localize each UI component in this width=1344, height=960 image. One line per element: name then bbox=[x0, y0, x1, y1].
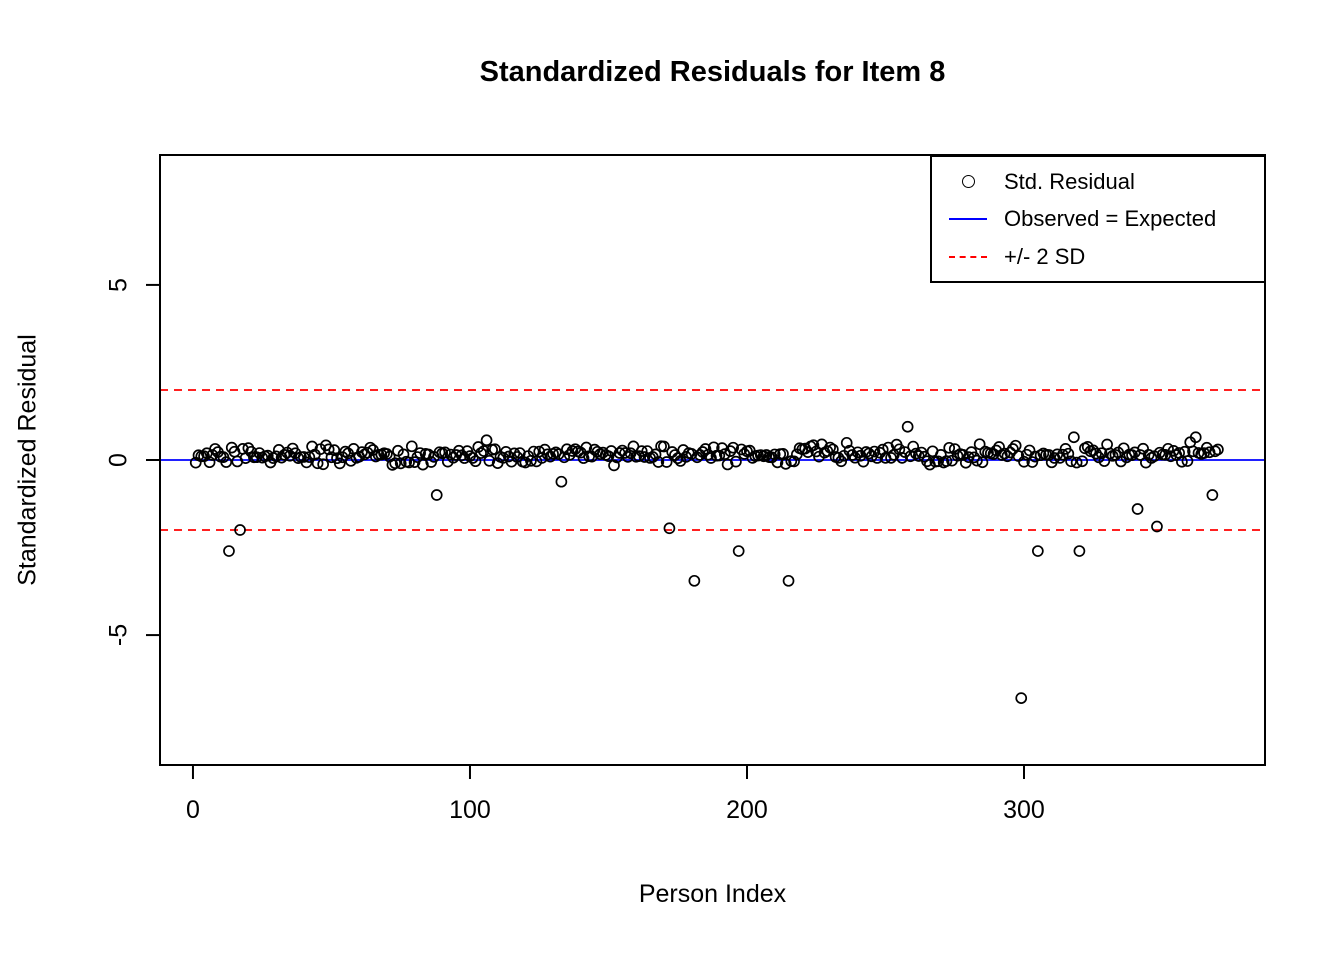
x-tick-label: 100 bbox=[449, 796, 491, 824]
x-tick-label: 300 bbox=[1003, 796, 1045, 824]
legend-label: Std. Residual bbox=[1004, 168, 1135, 194]
solid-line-icon bbox=[932, 218, 1004, 220]
legend-label: Observed = Expected bbox=[1004, 206, 1217, 231]
open-circle-icon bbox=[932, 175, 1004, 188]
legend-label: +/- 2 SD bbox=[1004, 243, 1086, 269]
y-tick-label: -5 bbox=[104, 623, 133, 647]
legend-item-observed-expected: Observed = Expected bbox=[932, 206, 1264, 232]
y-tick-label: 5 bbox=[104, 277, 133, 292]
x-tick-label: 200 bbox=[726, 796, 768, 824]
dashed-line-icon bbox=[932, 255, 1004, 258]
legend-item-2sd: +/- 2 SD bbox=[932, 244, 1264, 270]
y-axis-label: Standardized Residual bbox=[13, 334, 42, 586]
y-tick-label: 0 bbox=[104, 453, 133, 467]
x-tick-label: 0 bbox=[186, 796, 200, 824]
solid-line-swatch bbox=[949, 218, 987, 220]
legend-box: Std. Residual Observed = Expected +/- 2 … bbox=[930, 155, 1266, 283]
chart-title: Standardized Residuals for Item 8 bbox=[479, 56, 946, 88]
x-axis-label: Person Index bbox=[638, 880, 787, 908]
legend-item-std-residual: Std. Residual bbox=[932, 169, 1264, 195]
dashed-line-swatch bbox=[949, 255, 987, 258]
